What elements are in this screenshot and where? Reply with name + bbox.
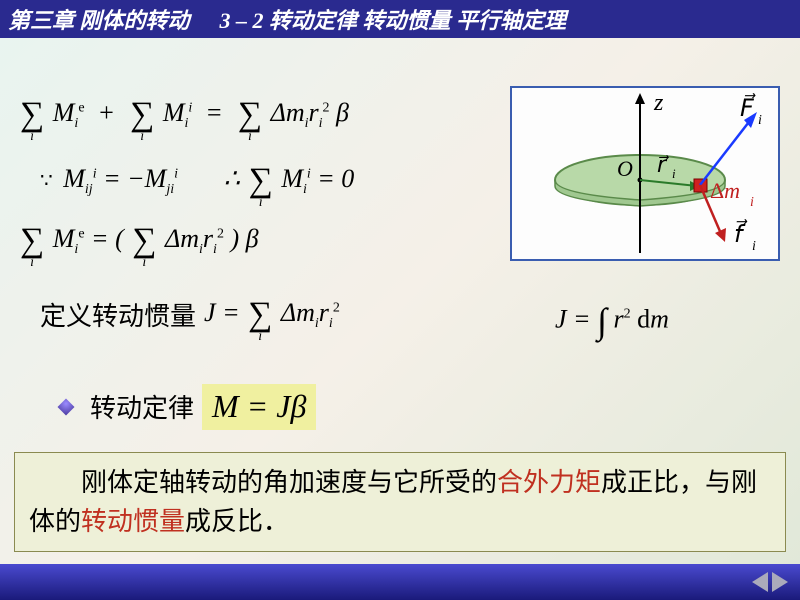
- section-title: 3 – 2 转动定律 转动惯量 平行轴定理: [220, 3, 567, 35]
- keyword-torque: 合外力矩: [497, 468, 601, 497]
- rotation-diagram: z O r⃗ i F⃗ i f⃗ i Δm i: [510, 86, 780, 261]
- svg-text:i: i: [672, 166, 676, 181]
- moment-inertia-def: 定义转动惯量 J = ∑i Δmiri2: [40, 290, 340, 339]
- svg-text:i: i: [750, 195, 754, 210]
- nav-bar: [0, 564, 800, 600]
- bullet-icon: [58, 398, 75, 415]
- nav-next-icon[interactable]: [772, 572, 788, 592]
- equation-sum-torques: ∑i Mie + ∑i Mii = ∑i Δmiri2 β: [18, 96, 349, 133]
- svg-text:i: i: [752, 239, 756, 254]
- law-label: 转动定律: [90, 388, 194, 425]
- summary-text-3: 成反比．: [185, 507, 289, 536]
- law-equation: M = Jβ: [202, 384, 316, 430]
- diagram-svg: z O r⃗ i F⃗ i f⃗ i Δm i: [512, 88, 778, 259]
- origin-label: O: [617, 156, 633, 181]
- equation-external-torque: ∑i Mie = ( ∑i Δmiri2 ) β: [18, 222, 259, 259]
- z-axis-label: z: [653, 90, 664, 116]
- def-label: 定义转动惯量: [40, 296, 196, 333]
- svg-text:f⃗: f⃗: [734, 219, 748, 248]
- svg-text:Δm: Δm: [710, 178, 740, 203]
- chapter-title: 第三章 刚体的转动: [8, 3, 190, 35]
- summary-text-1: 刚体定轴转动的角加速度与它所受的: [81, 468, 497, 497]
- slide-content: ∑i Mie + ∑i Mii = ∑i Δmiri2 β ∵ Miji = −…: [0, 38, 800, 48]
- moment-inertia-integral: J = ∫ r2 dm: [555, 298, 669, 345]
- keyword-moment-inertia: 转动惯量: [81, 507, 185, 536]
- summary-box: 刚体定轴转动的角加速度与它所受的合外力矩成正比，与刚体的转动惯量成反比．: [14, 452, 786, 552]
- svg-text:i: i: [758, 113, 762, 128]
- slide-header: 第三章 刚体的转动 3 – 2 转动定律 转动惯量 平行轴定理: [0, 0, 800, 38]
- equation-internal-cancel: ∵ Miji = −Mjii ∴ ∑i Mii = 0: [40, 162, 354, 199]
- rotation-law: 转动定律 M = Jβ: [60, 378, 316, 436]
- nav-prev-icon[interactable]: [752, 572, 768, 592]
